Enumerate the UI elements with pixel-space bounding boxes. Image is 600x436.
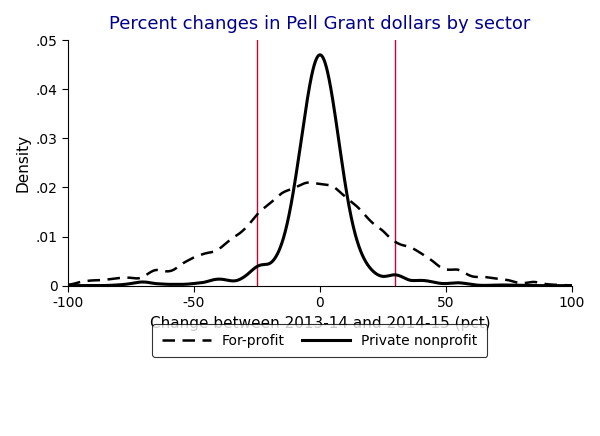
Line: For-profit: For-profit	[68, 183, 572, 285]
Private nonprofit	[461, 281, 469, 286]
Private nonprofit	[568, 283, 575, 288]
Private nonprofit	[296, 149, 303, 154]
For-profit	[310, 181, 317, 186]
For-profit	[296, 183, 303, 188]
For-profit	[554, 282, 561, 287]
Private nonprofit	[316, 52, 323, 58]
Private nonprofit	[554, 283, 561, 288]
Private nonprofit	[90, 283, 97, 288]
Private nonprofit	[64, 283, 71, 288]
For-profit	[305, 180, 313, 185]
Y-axis label: Density: Density	[15, 134, 30, 192]
X-axis label: Change between 2013-14 and 2014-15 (pct): Change between 2013-14 and 2014-15 (pct)	[149, 316, 490, 330]
For-profit	[90, 278, 97, 283]
Title: Percent changes in Pell Grant dollars by sector: Percent changes in Pell Grant dollars by…	[109, 15, 530, 33]
Legend: For-profit, Private nonprofit: For-profit, Private nonprofit	[152, 324, 487, 357]
Line: Private nonprofit: Private nonprofit	[68, 55, 572, 286]
For-profit	[568, 283, 575, 288]
For-profit	[461, 270, 469, 276]
For-profit	[554, 282, 561, 287]
Private nonprofit	[554, 283, 561, 288]
For-profit	[64, 282, 71, 287]
Private nonprofit	[310, 67, 317, 72]
